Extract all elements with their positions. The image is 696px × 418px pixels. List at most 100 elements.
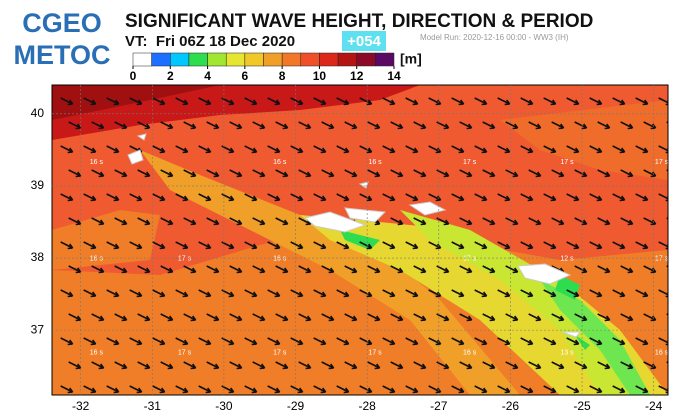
direction-arrow [612,145,626,154]
direction-arrow [451,337,465,346]
period-label: 16 s [90,256,104,263]
direction-arrow [68,361,82,370]
x-tick-label: -26 [502,399,520,413]
direction-arrow [612,241,626,250]
direction-arrow [612,289,626,298]
model-run: Model Run: 2020-12-16 00:00 - WW3 (IH) [420,33,569,42]
x-tick-label: -30 [215,399,233,413]
direction-arrow [206,169,220,178]
direction-arrow [520,145,534,154]
direction-arrow [267,193,281,202]
direction-arrow [528,217,542,226]
direction-arrow [620,265,634,274]
direction-arrow [520,97,534,106]
direction-arrow [658,289,668,298]
direction-arrow [313,385,327,394]
direction-arrow [382,385,396,394]
colorbar-tick-label: 14 [387,69,401,83]
direction-arrow [543,385,557,394]
period-label: 17 s [463,256,477,263]
direction-arrow [206,265,220,274]
direction-arrow [474,385,488,394]
direction-arrow [382,241,396,250]
direction-arrow [390,265,404,274]
color-swatch [281,52,302,67]
direction-arrow [359,241,373,250]
period-label: 17 s [655,256,669,263]
direction-arrow [152,241,166,250]
direction-arrow [635,193,649,202]
direction-arrow [382,97,396,106]
direction-arrow [589,385,603,394]
direction-arrow [344,361,358,370]
colorbar-tick-label: 0 [130,69,137,83]
direction-arrow [160,361,174,370]
direction-arrow [114,313,128,322]
period-label: 16 s [273,159,287,166]
field [340,230,590,350]
direction-arrow [321,361,335,370]
direction-arrow [390,169,404,178]
direction-arrow [129,385,143,394]
direction-arrow [106,385,120,394]
direction-arrow [106,289,120,298]
direction-arrow [229,217,243,226]
direction-arrow [390,313,404,322]
direction-arrow [359,193,373,202]
direction-arrow [543,241,557,250]
x-tick-label: -28 [358,399,376,413]
direction-arrow [68,265,82,274]
direction-arrow [474,289,488,298]
period-label: 17 s [368,349,382,356]
direction-arrow [612,385,626,394]
direction-arrow [198,337,212,346]
direction-arrow [298,313,312,322]
direction-arrow [405,337,419,346]
direction-arrow [198,193,212,202]
direction-arrow [589,241,603,250]
direction-arrow [137,217,151,226]
direction-arrow [244,145,258,154]
direction-arrow [183,121,197,130]
direction-arrow [543,289,557,298]
direction-arrow [451,193,465,202]
islands [127,133,582,338]
field [400,210,640,395]
direction-arrow [359,337,373,346]
x-tick-label: -29 [287,399,305,413]
direction-arrow [589,337,603,346]
direction-arrow [413,313,427,322]
direction-arrow [505,361,519,370]
direction-arrow [336,193,350,202]
direction-arrow [597,265,611,274]
direction-arrow [252,313,266,322]
direction-arrow [620,313,634,322]
direction-arrow [336,145,350,154]
direction-arrow [183,217,197,226]
direction-arrow [344,121,358,130]
direction-arrow [359,289,373,298]
colorbar-tick-label: 8 [279,69,286,83]
direction-arrow [474,337,488,346]
direction-arrow [275,361,289,370]
y-tick-label: 38 [31,250,45,264]
unit: [m] [400,51,422,67]
direction-arrow [551,217,565,226]
direction-arrow [68,121,82,130]
field [540,280,650,395]
direction-arrow [298,121,312,130]
direction-arrow [413,361,427,370]
direction-arrow [313,145,327,154]
direction-arrow [451,97,465,106]
direction-arrow [83,385,97,394]
direction-arrow [68,217,82,226]
direction-arrow [60,337,74,346]
direction-arrow [290,241,304,250]
direction-arrow [313,193,327,202]
direction-arrow [290,289,304,298]
direction-arrow [183,313,197,322]
field [52,210,160,270]
direction-arrow [267,145,281,154]
color-swatch [244,52,264,67]
direction-arrow [68,313,82,322]
